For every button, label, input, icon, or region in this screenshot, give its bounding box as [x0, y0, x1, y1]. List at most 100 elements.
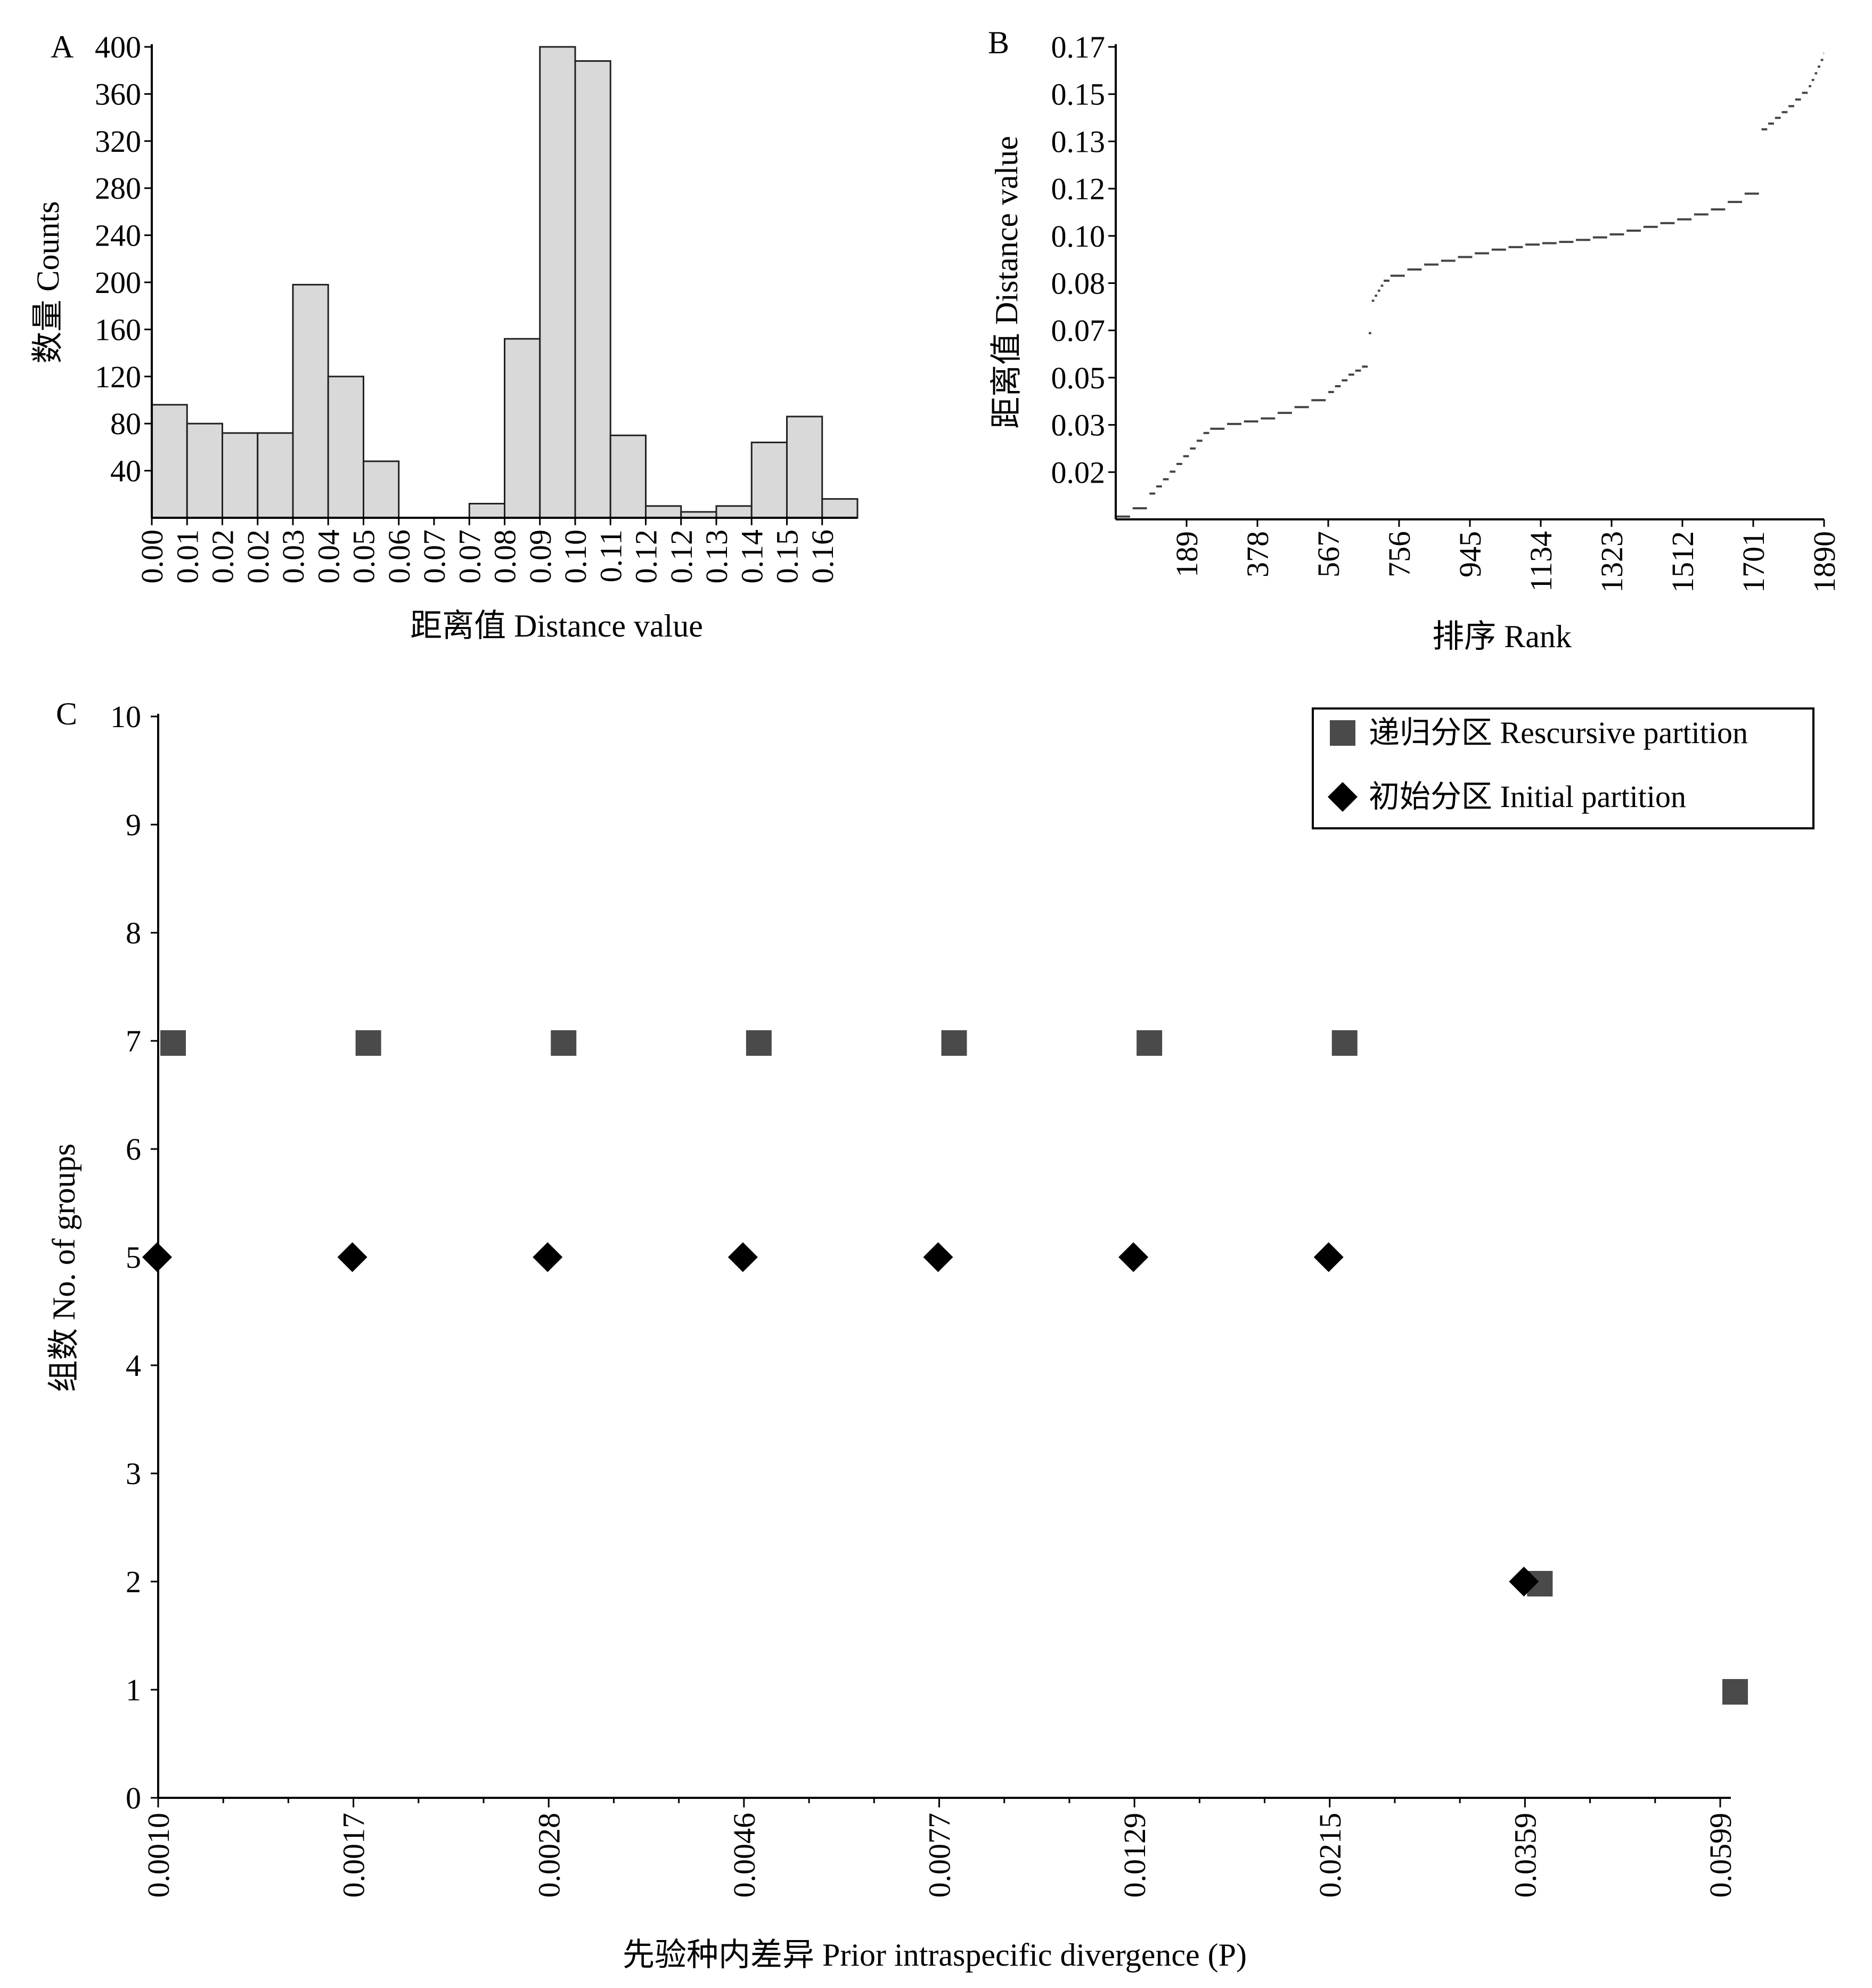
panel-c-y-title: 组数 No. of groups [46, 1144, 81, 1392]
histogram-bar [504, 338, 541, 519]
panel-b-y-tick-label: 0.10 [1051, 219, 1106, 254]
histogram-bar [609, 434, 647, 519]
panel-c-y-tick-label: 10 [110, 699, 141, 734]
panel-b-y-tick-label: 0.15 [1051, 77, 1106, 112]
panel-a-y-tick-label: 160 [95, 312, 141, 347]
panel-c-axes: 0 1 2 3 4 5 6 7 8 9 10 0.0010 0.0017 0.0028 0.0046 0.00… [110, 699, 1738, 1898]
panel-c-y-tick-label: 0 [126, 1781, 141, 1815]
panel-a-x-tick-label: 0.12 [664, 529, 699, 584]
panel-b-axes: 0.02 0.03 0.05 0.07 0.08 0.10 0.12 0.13 0.15 0.17… [1051, 30, 1842, 593]
recursive-partition-marker [1722, 1679, 1748, 1705]
panel-a-x-tick-label: 0.14 [734, 529, 769, 584]
panel-b-x-tick-label: 1890 [1807, 531, 1842, 593]
panel-b-x-tick-label: 945 [1453, 531, 1487, 577]
panel-a-x-tick-label: 0.06 [382, 529, 416, 584]
histogram-bar [186, 422, 223, 519]
panel-a-y-tick-label: 400 [95, 30, 141, 64]
histogram-bar [786, 415, 823, 519]
panel-a-x-tick-label: 0.13 [699, 529, 734, 584]
panel-a-x-tick-label: 0.12 [629, 529, 664, 584]
recursive-partition-marker [160, 1030, 186, 1056]
legend-label-initial: 初始分区 Initial partition [1369, 779, 1686, 814]
panel-b-letter: B [988, 25, 1009, 60]
panel-c-y-tick-label: 3 [126, 1456, 141, 1491]
panel-c-points [142, 1030, 1748, 1705]
panel-b-x-tick-label: 756 [1382, 531, 1417, 577]
panel-c-letter: C [56, 696, 77, 731]
panel-a-y-tick-label: 120 [95, 360, 141, 394]
panel-c-y-tick-label: 6 [126, 1132, 141, 1167]
panel-b-y-tick-label: 0.07 [1051, 313, 1106, 348]
recursive-partition-marker [941, 1030, 967, 1056]
panel-a-x-tick-label: 0.03 [276, 529, 310, 584]
panel-a-histogram: A 数量 Counts 距离值 Distance value 40 80 120 16… [30, 29, 859, 643]
initial-partition-marker [727, 1242, 758, 1272]
panel-b-x-tick-label: 378 [1240, 531, 1275, 577]
panel-b-curve [1116, 52, 1824, 518]
panel-c-y-tick-label: 9 [126, 808, 141, 842]
panel-c-y-tick-label: 4 [126, 1348, 141, 1383]
recursive-partition-marker [1137, 1030, 1163, 1056]
histogram-bar [327, 376, 364, 519]
recursive-partition-marker [746, 1030, 772, 1056]
histogram-bar [574, 60, 611, 519]
initial-partition-marker [1313, 1242, 1344, 1272]
panel-a-y-tick-label: 320 [95, 124, 141, 159]
panel-a-y-tick-label: 360 [95, 77, 141, 111]
panel-c-y-tick-label: 1 [126, 1673, 141, 1707]
panel-c-x-tick-label: 0.0046 [727, 1813, 762, 1898]
panel-a-x-tick-label: 0.05 [347, 529, 381, 584]
histogram-bar [257, 432, 294, 519]
initial-partition-marker [1118, 1242, 1149, 1272]
histogram-bar [363, 460, 400, 519]
histogram-bar [151, 404, 188, 519]
initial-partition-marker [337, 1242, 367, 1272]
panel-c-y-tick-label: 2 [126, 1565, 141, 1599]
panel-b-x-tick-label: 1701 [1736, 531, 1771, 593]
panel-b-x-title: 排序 Rank [1432, 619, 1572, 654]
initial-partition-marker [142, 1242, 172, 1272]
panel-c-x-tick-label: 0.0010 [141, 1813, 176, 1898]
panel-a-x-tick-label: 0.15 [770, 529, 805, 584]
panel-a-x-title: 距离值 Distance value [410, 608, 703, 643]
panel-a-x-tick-label: 0.00 [135, 529, 169, 584]
panel-a-x-tick-label: 0.09 [523, 529, 558, 584]
panel-a-letter: A [51, 29, 73, 64]
panel-a-x-tick-label: 0.07 [452, 529, 487, 584]
panel-a-x-tick-label: 0.11 [593, 529, 628, 582]
panel-a-y-tick-label: 80 [110, 406, 141, 441]
initial-partition-marker [533, 1242, 563, 1272]
panel-c-x-tick-label: 0.0077 [922, 1813, 957, 1898]
recursive-partition-marker [551, 1030, 577, 1056]
histogram-bar [715, 505, 753, 519]
panel-b-y-title: 距离值 Distance value [989, 136, 1024, 429]
histogram-bar [468, 502, 505, 519]
panel-c-x-title: 先验种内差异 Prior intraspecific divergence (P… [623, 1937, 1247, 1973]
panel-b-x-tick-label: 189 [1170, 531, 1204, 577]
legend-square-marker [1330, 720, 1355, 746]
panel-b-x-tick-label: 1134 [1524, 531, 1558, 592]
panel-c-legend: 递归分区 Rescursive partition 初始分区 Initial p… [1312, 707, 1814, 829]
panel-a-x-tick-label: 0.08 [488, 529, 522, 584]
panel-b-y-tick-label: 0.12 [1051, 172, 1106, 206]
panel-b-x-tick-label: 567 [1311, 531, 1346, 577]
panel-c-x-tick-label: 0.0129 [1117, 1813, 1152, 1898]
panel-b-y-tick-label: 0.08 [1051, 266, 1106, 301]
panel-c-y-tick-label: 5 [126, 1240, 141, 1275]
legend-label-recursive: 递归分区 Rescursive partition [1369, 715, 1748, 750]
histogram-bar [645, 505, 682, 519]
histogram-bar [222, 432, 259, 519]
panel-a-x-tick-label: 0.10 [558, 529, 593, 584]
histogram-bar [821, 498, 859, 519]
panel-c-x-tick-label: 0.0215 [1313, 1813, 1347, 1898]
initial-partition-marker [923, 1242, 953, 1272]
histogram-bar [750, 442, 788, 519]
panel-b-x-tick-label: 1323 [1595, 531, 1629, 593]
panel-b-rank-plot: B 距离值 Distance value 排序 Rank 0.020.030.0… [988, 25, 1842, 654]
panel-a-x-tick-label: 0.07 [417, 529, 452, 584]
histogram-bar [292, 283, 329, 519]
panel-a-x-tick-label: 0.01 [170, 529, 205, 584]
panel-b-y-tick-label: 0.17 [1051, 30, 1106, 64]
